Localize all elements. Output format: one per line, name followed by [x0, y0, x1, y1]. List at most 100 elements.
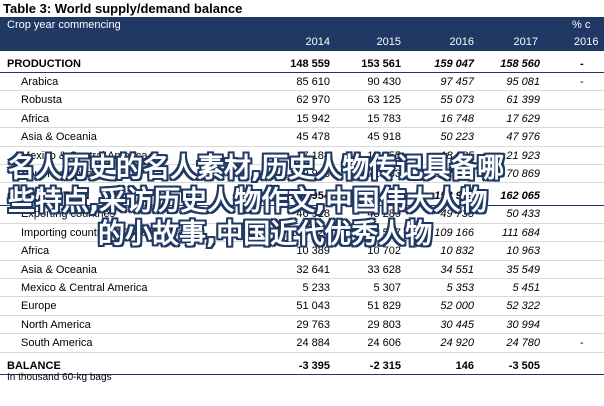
- cell-value: 61 399: [506, 94, 540, 107]
- cell-value: 158 901: [434, 190, 474, 203]
- table-section-row: BALANCE -3 395 -2 315 146 -3 505: [0, 358, 604, 375]
- row-label: Arabica: [21, 76, 59, 88]
- row-label: South America: [21, 168, 93, 180]
- cell-value: 46 928: [296, 208, 330, 221]
- cell-value: 35 549: [506, 263, 540, 276]
- row-label: Africa: [21, 245, 50, 258]
- cell-value: 85 610: [296, 76, 330, 88]
- crop-year-label: Crop year commencing: [7, 19, 121, 31]
- table-row: Mexico & Central America 17 188 17 155 18 4…: [0, 148, 604, 165]
- cell-value: 30 994: [506, 318, 540, 331]
- cell-value: 48 289: [367, 208, 401, 221]
- row-label: Exporting countries: [21, 208, 116, 221]
- cell-value: 17 188: [296, 149, 330, 162]
- row-label: South America: [21, 337, 93, 350]
- cell-value: 10 832: [440, 245, 474, 258]
- cell-value: 15 783: [367, 112, 401, 125]
- year-header: 2017: [513, 36, 538, 48]
- table-row: Africa 15 942 15 783 16 748 17 629: [0, 111, 604, 129]
- cell-value: 45 478: [296, 131, 330, 144]
- table-row: Exporting countries 46 928 48 289 49 735 50 …: [0, 206, 604, 224]
- table-row: Robusta 62 970 63 125 55 073 61 399: [0, 92, 604, 110]
- percent-change-label: % c: [572, 19, 591, 31]
- table-row: South America 24 884 24 606 24 920 24 780 -: [0, 335, 604, 353]
- cell-value: 24 780: [506, 337, 540, 350]
- cell-value: 97 457: [440, 76, 474, 88]
- cell-value: 95 081: [506, 76, 540, 88]
- cell-value: 32 641: [296, 263, 330, 276]
- row-label: CONSUMPTION: [7, 190, 90, 203]
- year-header: 2015: [376, 36, 401, 48]
- cell-value: 5 353: [446, 282, 474, 294]
- cell-value: 17 155: [367, 149, 401, 162]
- year-header: 2016: [574, 36, 599, 48]
- cell-value: 105 026: [290, 226, 330, 239]
- cell-value: 159 047: [434, 58, 474, 70]
- cell-value: 24 606: [367, 337, 401, 350]
- cell-value: 90 430: [367, 76, 401, 88]
- cell-value: 29 763: [296, 318, 330, 331]
- table-section-row: CONSUMPTION 151 954 155 876 158 901 162 065: [0, 188, 604, 206]
- cell-value: 49 735: [440, 208, 474, 221]
- table-section-row: PRODUCTION 148 559 153 561 159 047 158 560 -: [0, 56, 604, 74]
- cell-value: 47 976: [506, 131, 540, 144]
- cell-value: 70 869: [506, 168, 540, 180]
- cell-value: -3 395: [298, 359, 330, 372]
- row-label: Mexico & Central America: [21, 282, 148, 294]
- table-row: Mexico & Central America 5 233 5 307 5 353 5…: [0, 280, 604, 298]
- table-row: South America 69 948 71 653 72 693 70 869: [0, 166, 604, 184]
- row-label: BALANCE: [7, 359, 61, 372]
- cell-value: 50 433: [506, 208, 540, 221]
- table-row: North America 29 763 29 803 30 445 30 994: [0, 317, 604, 335]
- row-label: Mexico & Central America: [21, 149, 148, 162]
- cell-value: 24 920: [440, 337, 474, 350]
- header-row-crop-year: Crop year commencing % c: [0, 17, 604, 34]
- cell-value: 16 748: [440, 112, 474, 125]
- table-row: Arabica 85 610 90 430 97 457 95 081 -: [0, 74, 604, 92]
- cell-value-pct: -: [580, 337, 584, 350]
- table-row: Importing countries (Coffee years) 105 02…: [0, 225, 604, 243]
- cell-value: 52 322: [506, 300, 540, 313]
- cell-value: 151 954: [290, 190, 330, 203]
- cell-value: 5 451: [512, 282, 540, 294]
- cell-value: 10 702: [367, 245, 401, 258]
- cell-value: 111 684: [501, 226, 540, 239]
- cell-value: 15 942: [296, 112, 330, 125]
- row-label: Asia & Oceania: [21, 131, 97, 144]
- table-row: Africa 10 389 10 702 10 832 10 963: [0, 243, 604, 261]
- cell-value: 21 923: [506, 149, 540, 162]
- row-label: Africa: [21, 112, 50, 125]
- cell-value: 63 125: [367, 94, 401, 107]
- row-label: PRODUCTION: [7, 58, 81, 70]
- cell-value: 146: [455, 359, 474, 372]
- cell-value: 71 653: [367, 168, 401, 180]
- cell-value: 24 884: [296, 337, 330, 350]
- cell-value-pct: -: [580, 76, 584, 88]
- row-label: Robusta: [21, 94, 62, 107]
- cell-value: 34 551: [440, 263, 474, 276]
- cell-value: 18 485: [440, 149, 474, 162]
- cell-value-pct: -: [580, 58, 584, 70]
- cell-value: 30 445: [440, 318, 474, 331]
- row-label: North America: [21, 318, 91, 331]
- table-row: Europe 51 043 51 829 52 000 52 322: [0, 298, 604, 316]
- cell-value: 153 561: [361, 58, 401, 70]
- table-title: Table 3: World supply/demand balance: [0, 0, 604, 18]
- cell-value: 29 803: [367, 318, 401, 331]
- row-label: Importing countries (Coffee years): [21, 226, 188, 239]
- cell-value: 5 307: [373, 282, 401, 294]
- cell-value: 55 073: [440, 94, 474, 107]
- cell-value: 52 000: [440, 300, 474, 313]
- cell-value: 51 043: [296, 300, 330, 313]
- cell-value: 10 963: [506, 245, 540, 258]
- cell-value: 69 948: [296, 168, 330, 180]
- cell-value: 45 918: [367, 131, 401, 144]
- table-row: Asia & Oceania 45 478 45 918 50 223 47 976: [0, 129, 604, 147]
- footnote: In thousand 60-kg bags: [7, 372, 112, 383]
- row-label: Asia & Oceania: [21, 263, 97, 276]
- cell-value: 158 560: [500, 58, 540, 70]
- cell-value: 109 166: [434, 226, 474, 239]
- cell-value: 148 559: [290, 58, 330, 70]
- table-row: Asia & Oceania 32 641 33 628 34 551 35 549: [0, 262, 604, 279]
